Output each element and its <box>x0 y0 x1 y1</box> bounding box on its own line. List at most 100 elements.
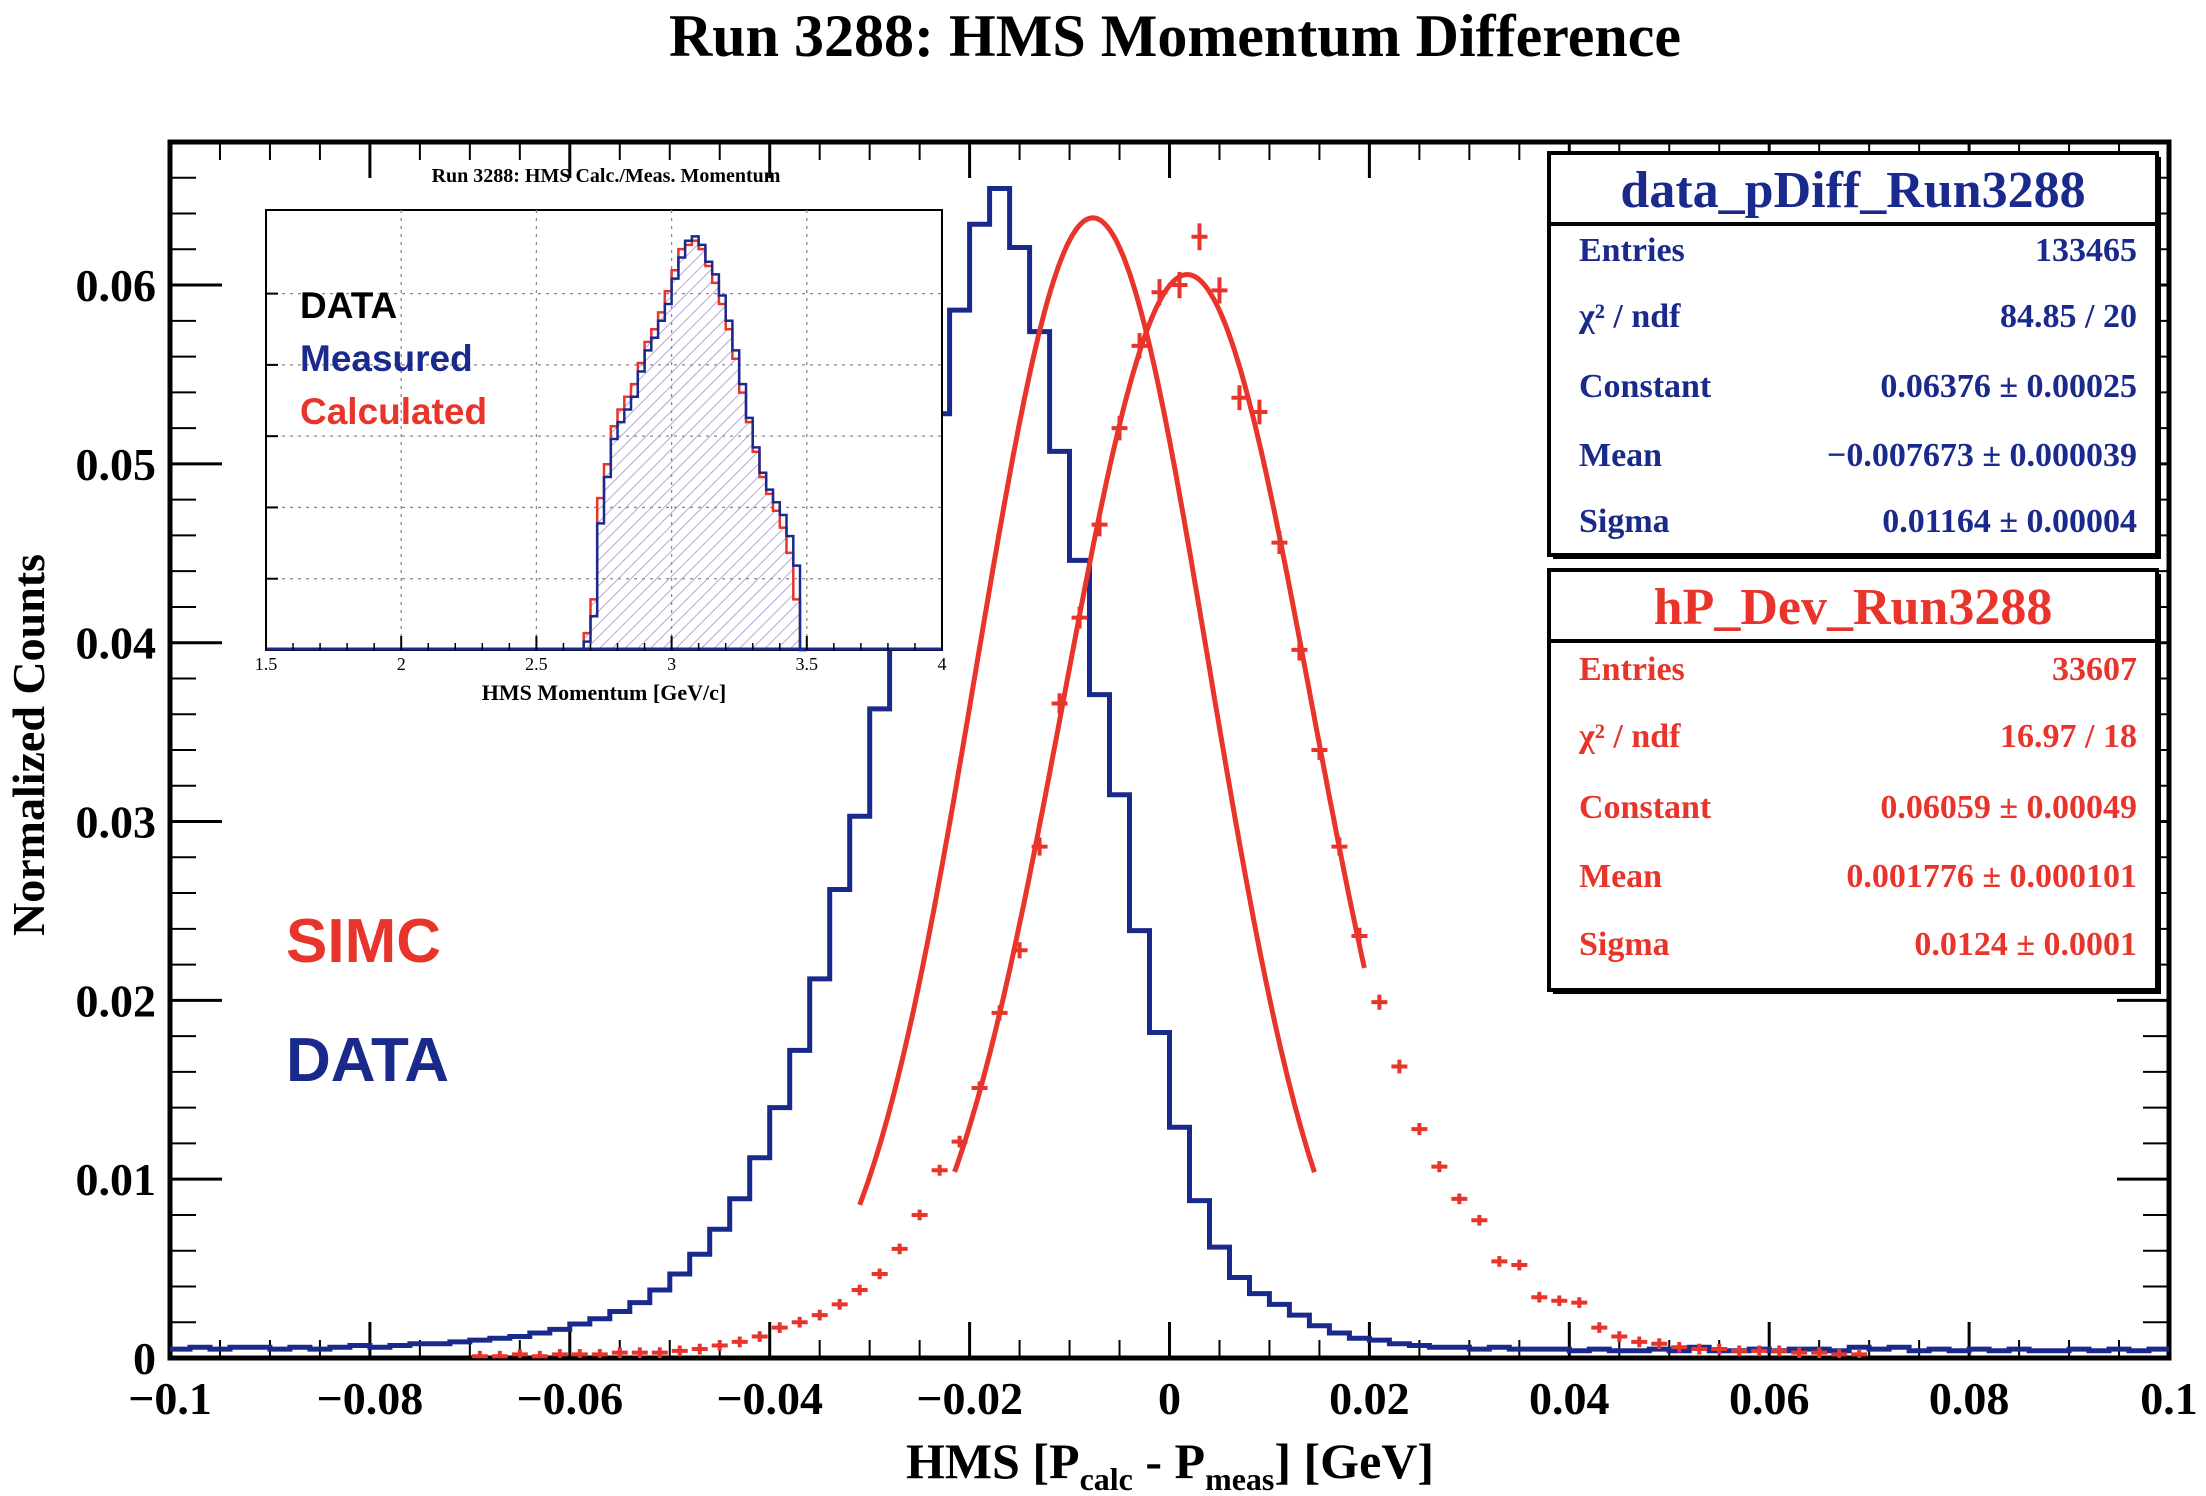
gaussian-fits <box>857 215 1367 1206</box>
stats-row-label: Entries <box>1579 651 1685 688</box>
stats-row-value: 133465 <box>2035 232 2137 269</box>
simc-point <box>1851 1349 1868 1358</box>
y-tick-label: 0.04 <box>76 618 157 669</box>
simc-point <box>1671 1341 1688 1353</box>
simc-point <box>551 1349 568 1358</box>
y-tick-label: 0.02 <box>76 975 157 1026</box>
simc-point <box>691 1343 708 1355</box>
data-histogram-line <box>170 186 2169 1354</box>
stats-box-title: data_pDiff_Run3288 <box>1620 162 2085 219</box>
inset-x-tick-label: 4 <box>938 654 947 674</box>
simc-point <box>1711 1343 1728 1355</box>
stats-row-value: 0.001776 ± 0.000101 <box>1846 858 2137 895</box>
simc-point <box>671 1345 688 1357</box>
x-tick-label: 0.08 <box>1929 1373 2010 1424</box>
simc-point <box>611 1347 628 1358</box>
simc-point <box>491 1350 508 1359</box>
simc-point <box>771 1322 788 1333</box>
inset-ticks: 1.5 2 2.5 3 3.5 4 <box>255 636 947 674</box>
y-tick-label: 0.06 <box>76 260 157 311</box>
chart-title: Run 3288: HMS Momentum Difference <box>669 3 1681 69</box>
simc-point <box>891 1243 908 1255</box>
simc-point <box>1831 1349 1848 1358</box>
fit-curve-data <box>857 215 1317 1206</box>
stats-row-value: 0.01164 ± 0.00004 <box>1882 503 2137 540</box>
simc-point <box>1511 1259 1528 1271</box>
simc-point <box>651 1347 668 1358</box>
inset-legend-calculated: Calculated <box>300 391 487 432</box>
stats-row-label: χ² / ndf <box>1578 298 1681 335</box>
fit-curve-simc <box>952 271 1367 1173</box>
x-axis-label-mid: - P <box>1133 1433 1205 1489</box>
simc-point <box>1751 1345 1768 1357</box>
x-tick-label: 0 <box>1158 1373 1181 1424</box>
stats-row-value: 84.85 / 20 <box>2000 298 2137 335</box>
stats-row-value: 0.06376 ± 0.00025 <box>1880 368 2137 405</box>
inset-x-tick-label: 3.5 <box>796 654 819 674</box>
x-axis-label-main: HMS [P <box>906 1433 1080 1489</box>
simc-point <box>631 1347 648 1358</box>
x-tick-label: −0.04 <box>716 1373 823 1424</box>
y-tick-label: 0 <box>133 1333 156 1384</box>
x-axis-label: HMS [Pcalc - Pmeas] [GeV] <box>906 1433 1434 1496</box>
y-axis-label: Normalized Counts <box>3 554 54 936</box>
simc-point <box>751 1331 768 1342</box>
simc-point <box>1731 1345 1748 1357</box>
simc-point <box>811 1309 828 1321</box>
simc-point <box>1791 1347 1808 1358</box>
stats-row-value: 0.0124 ± 0.0001 <box>1914 926 2137 963</box>
simc-point <box>1371 994 1388 1010</box>
simc-point <box>1191 223 1208 251</box>
legend-simc: SIMC <box>286 907 441 976</box>
simc-point <box>791 1316 808 1328</box>
inset-hatch-fill <box>583 240 807 650</box>
stats-row-value: 0.06059 ± 0.00049 <box>1880 789 2137 826</box>
simc-point <box>1471 1214 1488 1226</box>
stats-box-title: hP_Dev_Run3288 <box>1654 579 2053 636</box>
simc-point <box>1231 385 1248 411</box>
stats-row-value: −0.007673 ± 0.000039 <box>1827 437 2137 474</box>
simc-point <box>1591 1322 1608 1333</box>
inset-plot: Run 3288: HMS Calc./Meas. Momentum 1.5 2 2… <box>255 165 947 705</box>
simc-point <box>1551 1295 1568 1307</box>
simc-point <box>1451 1193 1468 1205</box>
simc-points <box>471 223 1868 1359</box>
simc-point <box>831 1298 848 1310</box>
inset-x-label: HMS Momentum [GeV/c] <box>482 680 726 705</box>
stats-box-frame <box>1547 151 2159 557</box>
inset-x-tick-label: 2.5 <box>525 654 548 674</box>
simc-point <box>1531 1291 1548 1303</box>
simc-point <box>731 1336 748 1348</box>
simc-point <box>711 1340 728 1351</box>
stats-row-label: Sigma <box>1579 926 1670 963</box>
stats-row-value: 16.97 / 18 <box>2000 718 2137 755</box>
x-tick-label: 0.04 <box>1529 1373 1610 1424</box>
x-axis-label-end: ] [GeV] <box>1274 1433 1434 1489</box>
y-tick-label: 0.05 <box>76 439 157 490</box>
data-histogram <box>170 186 2169 1354</box>
inset-title: Run 3288: HMS Calc./Meas. Momentum <box>432 165 781 187</box>
simc-point <box>511 1349 528 1358</box>
inset-legend-data: DATA <box>300 285 397 326</box>
stats-row-label: Constant <box>1579 368 1712 405</box>
simc-point <box>571 1349 588 1358</box>
stats-row-label: Mean <box>1579 858 1662 895</box>
y-tick-label: 0.01 <box>76 1154 157 1205</box>
simc-point <box>1571 1297 1588 1308</box>
inset-x-tick-label: 1.5 <box>255 654 278 674</box>
simc-point <box>1771 1345 1788 1357</box>
simc-point <box>911 1209 928 1221</box>
stats-box: hP_Dev_Run3288 Entries 33607 χ² / ndf 16.97 … <box>1547 568 2161 994</box>
simc-point <box>871 1268 888 1280</box>
stats-row-label: χ² / ndf <box>1578 718 1681 755</box>
axis-tick-labels: −0.1 −0.08 −0.06 −0.04 −0.02 0 0.02 0.04 0.06 0.0… <box>76 260 2198 1424</box>
x-tick-label: −0.06 <box>516 1373 623 1424</box>
x-tick-label: −0.1 <box>128 1373 212 1424</box>
inset-measured-hist <box>582 235 807 652</box>
stats-boxes: data_pDiff_Run3288 Entries 133465 χ² / ndf 8… <box>1547 151 2161 994</box>
simc-point <box>1651 1338 1668 1350</box>
stats-row-value: 33607 <box>2052 651 2137 688</box>
inset-histograms <box>266 235 942 652</box>
simc-point <box>1391 1059 1408 1074</box>
